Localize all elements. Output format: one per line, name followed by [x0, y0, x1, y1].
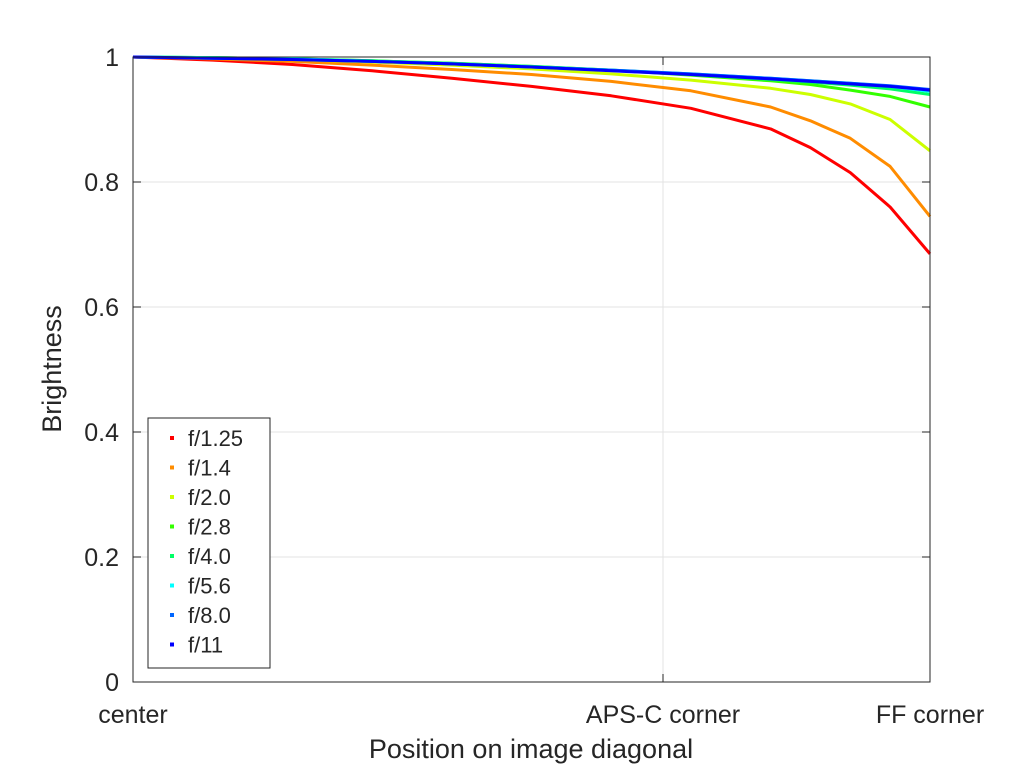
y-tick-label: 0.4 — [84, 419, 119, 447]
y-tick-label: 0 — [105, 669, 119, 697]
series-lines — [132, 55, 932, 255]
legend-box — [147, 417, 271, 669]
legend-marker — [170, 495, 174, 499]
legend-label: f/2.8 — [188, 515, 231, 540]
axis-ticks: 0 0.2 0.4 0.6 0.8 1 center APS-C corner FF corne… — [84, 44, 984, 729]
series-line-8 — [132, 55, 931, 92]
legend-marker — [170, 465, 174, 470]
y-tick-label: 0.2 — [84, 544, 119, 572]
legend-label: f/1.4 — [188, 456, 231, 481]
series-line-3 — [132, 55, 931, 152]
legend-label: f/11 — [188, 633, 223, 658]
series-line-1 — [132, 55, 932, 255]
legend-label: f/8.0 — [188, 603, 231, 628]
legend-marker — [170, 554, 174, 558]
x-axis-label: Position on image diagonal — [369, 734, 693, 764]
legend-marker — [170, 524, 174, 529]
legend-label: f/4.0 — [188, 544, 231, 569]
y-tick-label: 0.8 — [84, 169, 119, 197]
y-axis-label: Brightness — [37, 305, 67, 433]
plot-area-frame — [132, 56, 931, 683]
legend-marker — [170, 436, 174, 440]
legend-marker — [170, 613, 174, 617]
y-tick-label: 1 — [105, 44, 119, 72]
legend-label: f/5.6 — [188, 574, 231, 599]
x-tick-label: center — [98, 701, 167, 729]
legend: f/1.25 f/1.4 f/2.0 f/2.8 f/4.0 f/5.6 f/8.0 f/11 — [147, 417, 271, 669]
legend-marker — [170, 583, 174, 588]
series-line-2 — [132, 55, 932, 218]
legend-marker — [170, 642, 174, 647]
y-tick-label: 0.6 — [84, 294, 119, 322]
legend-label: f/1.25 — [188, 426, 243, 451]
legend-label: f/2.0 — [188, 485, 231, 510]
x-tick-label: APS-C corner — [586, 701, 740, 729]
x-tick-label: FF corner — [876, 701, 984, 729]
